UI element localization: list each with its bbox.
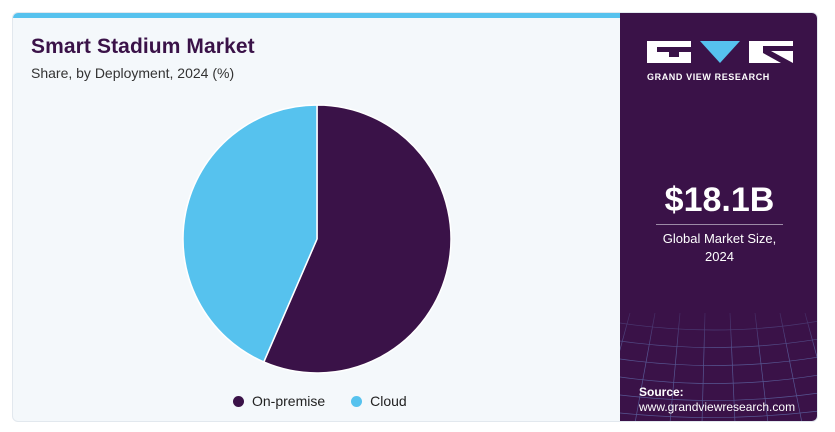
pie-slice-cloud <box>182 104 318 363</box>
source-note: Source: www.grandviewresearch.com <box>639 385 795 415</box>
market-size-label: Global Market Size, 2024 <box>620 230 817 266</box>
value-divider <box>656 224 783 225</box>
pie-slice-on-premise <box>262 104 452 374</box>
summary-panel: GRAND VIEW RESEARCH $18.1B Global Market… <box>620 13 817 421</box>
legend-label-cloud: Cloud <box>370 393 407 409</box>
gvr-g-block-icon <box>647 41 691 63</box>
gvr-v-triangle-icon <box>700 41 740 63</box>
pie-chart <box>181 103 453 375</box>
chart-title: Smart Stadium Market <box>31 35 255 58</box>
brand-name: GRAND VIEW RESEARCH <box>647 72 770 82</box>
legend-dot-cloud <box>351 395 363 407</box>
legend: On-premise Cloud <box>233 393 433 409</box>
legend-label-on-premise: On-premise <box>252 393 326 409</box>
source-url: www.grandviewresearch.com <box>639 400 796 414</box>
grid-decoration <box>620 293 817 421</box>
source-label: Source: <box>639 385 684 399</box>
market-size-label-line1: Global Market Size, <box>662 231 777 246</box>
brand-logo: GRAND VIEW RESEARCH <box>647 40 793 82</box>
legend-dot-on-premise <box>233 395 244 407</box>
legend-item-cloud: Cloud <box>351 393 407 409</box>
pie-svg <box>182 104 452 374</box>
accent-bar <box>13 13 620 18</box>
legend-item-on-premise: On-premise <box>233 393 325 409</box>
market-size-label-line2: 2024 <box>705 249 734 264</box>
chart-subtitle: Share, by Deployment, 2024 (%) <box>31 65 235 81</box>
gvr-r-block-icon <box>749 41 793 63</box>
chart-card: Smart Stadium Market Share, by Deploymen… <box>12 12 818 422</box>
market-size-value: $18.1B <box>664 181 775 219</box>
